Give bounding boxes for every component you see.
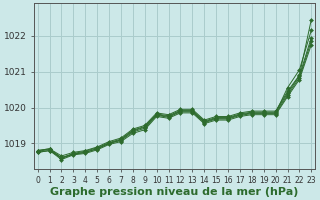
X-axis label: Graphe pression niveau de la mer (hPa): Graphe pression niveau de la mer (hPa) (50, 187, 299, 197)
